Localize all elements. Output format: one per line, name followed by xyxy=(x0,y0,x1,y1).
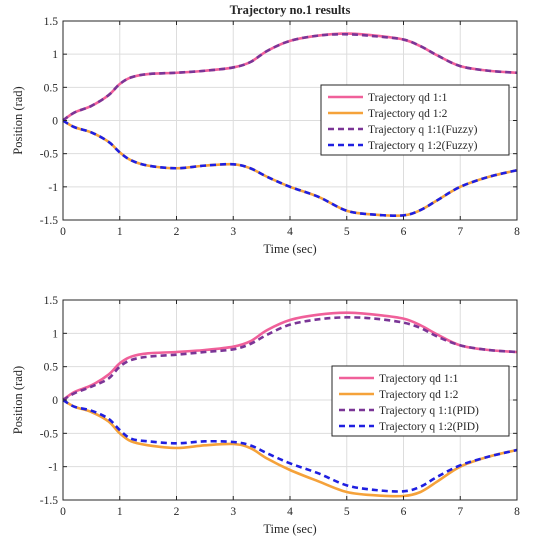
chart-2-series-line-2 xyxy=(62,398,518,498)
chart-2-y-tick-label: -0.5 xyxy=(40,428,58,440)
chart-1-legend-label-1: Trajectory qd 1:1 xyxy=(368,92,448,104)
chart-1-legend: Trajectory qd 1:1 Trajectory qd 1:2 Trajec… xyxy=(320,84,510,156)
chart-2-series-line-1 xyxy=(62,311,518,402)
chart-2-legend-label-4: Trajectory q 1:2(PID) xyxy=(379,421,479,433)
chart-1-title: Trajectory no.1 results xyxy=(230,3,351,17)
chart-1-y-tick-label: -1.5 xyxy=(40,215,58,227)
chart-1-y-tick-label: 1 xyxy=(52,49,58,61)
chart-2-x-tick-label: 2 xyxy=(174,506,180,518)
chart-1-y-tick-label: 0 xyxy=(52,116,58,128)
chart-1-x-tick-label: 5 xyxy=(344,226,350,238)
chart-2-y-tick-label: 0.5 xyxy=(44,362,59,374)
chart-1-x-tick-label: 8 xyxy=(514,226,520,238)
chart-2-y-tick-label: 1.5 xyxy=(44,295,59,307)
chart-1-y-axis-label: Position (rad) xyxy=(11,86,25,154)
chart-2-x-tick-label: 3 xyxy=(230,506,236,518)
chart-1-x-tick-label: 4 xyxy=(287,226,293,238)
chart-1-x-tick-label: 7 xyxy=(457,226,463,238)
chart-1-y-tick-label: -1 xyxy=(48,182,58,194)
chart-2-series-group xyxy=(62,311,518,498)
chart-2-x-tick-label: 7 xyxy=(457,506,463,518)
chart-2-y-tick-label: -1 xyxy=(48,462,58,474)
chart-2-x-tick-label: 8 xyxy=(514,506,520,518)
chart-2-legend-label-2: Trajectory qd 1:2 xyxy=(379,389,459,401)
chart-2-x-tick-label: 1 xyxy=(117,506,123,518)
chart-2-y-tick-label: -1.5 xyxy=(40,495,58,507)
chart-1-series-group xyxy=(62,32,518,217)
chart-1-y-tick-label: -0.5 xyxy=(40,149,58,161)
chart-2-y-tick-label: 1 xyxy=(52,328,58,340)
chart-1-ticks: 0 1 2 3 4 5 6 7 8 -1.5 -1 -0.5 0 0.5 1 1.5 xyxy=(40,16,520,238)
chart-2-x-tick-label: 6 xyxy=(401,506,407,518)
chart-2-x-tick-label: 5 xyxy=(344,506,350,518)
chart-1-x-tick-label: 0 xyxy=(60,226,66,238)
chart-1-legend-label-4: Trajectory q 1:2(Fuzzy) xyxy=(368,140,478,152)
plot-trajectory-pid: 0 1 2 3 4 5 6 7 8 -1.5 -1 -0.5 0 0.5 1 1.5 Time (sec) Pos… xyxy=(11,295,520,536)
chart-2-x-axis-label: Time (sec) xyxy=(263,522,316,536)
chart-1-legend-label-3: Trajectory q 1:1(Fuzzy) xyxy=(368,124,478,136)
chart-1-y-tick-label: 1.5 xyxy=(44,16,59,28)
chart-2-ticks: 0 1 2 3 4 5 6 7 8 -1.5 -1 -0.5 0 0.5 1 1.5 xyxy=(40,295,520,518)
chart-2-y-axis-label: Position (rad) xyxy=(11,366,25,434)
chart-1-x-tick-label: 3 xyxy=(230,226,236,238)
plot-trajectory-fuzzy: 0 1 2 3 4 5 6 7 8 -1.5 -1 -0.5 0 0.5 1 1.5 Time (sec) Pos… xyxy=(11,3,520,256)
chart-2-x-tick-label: 4 xyxy=(287,506,293,518)
chart-1-x-tick-label: 6 xyxy=(401,226,407,238)
chart-1-x-tick-label: 2 xyxy=(174,226,180,238)
chart-2-legend-label-1: Trajectory qd 1:1 xyxy=(379,373,459,385)
chart-1-x-axis-label: Time (sec) xyxy=(263,242,316,256)
chart-2-legend: Trajectory qd 1:1 Trajectory qd 1:2 Trajec… xyxy=(331,365,510,437)
chart-2-series-line-3 xyxy=(62,316,518,402)
chart-2-x-tick-label: 0 xyxy=(60,506,66,518)
chart-1-series-line-4 xyxy=(62,119,518,217)
chart-1-legend-label-2: Trajectory qd 1:2 xyxy=(368,108,448,120)
chart-1-series-line-3 xyxy=(62,32,518,122)
chart-1-y-tick-label: 0.5 xyxy=(44,82,59,94)
chart-1-x-tick-label: 1 xyxy=(117,226,123,238)
chart-2-y-tick-label: 0 xyxy=(52,395,58,407)
chart-2-legend-label-3: Trajectory q 1:1(PID) xyxy=(379,405,479,417)
